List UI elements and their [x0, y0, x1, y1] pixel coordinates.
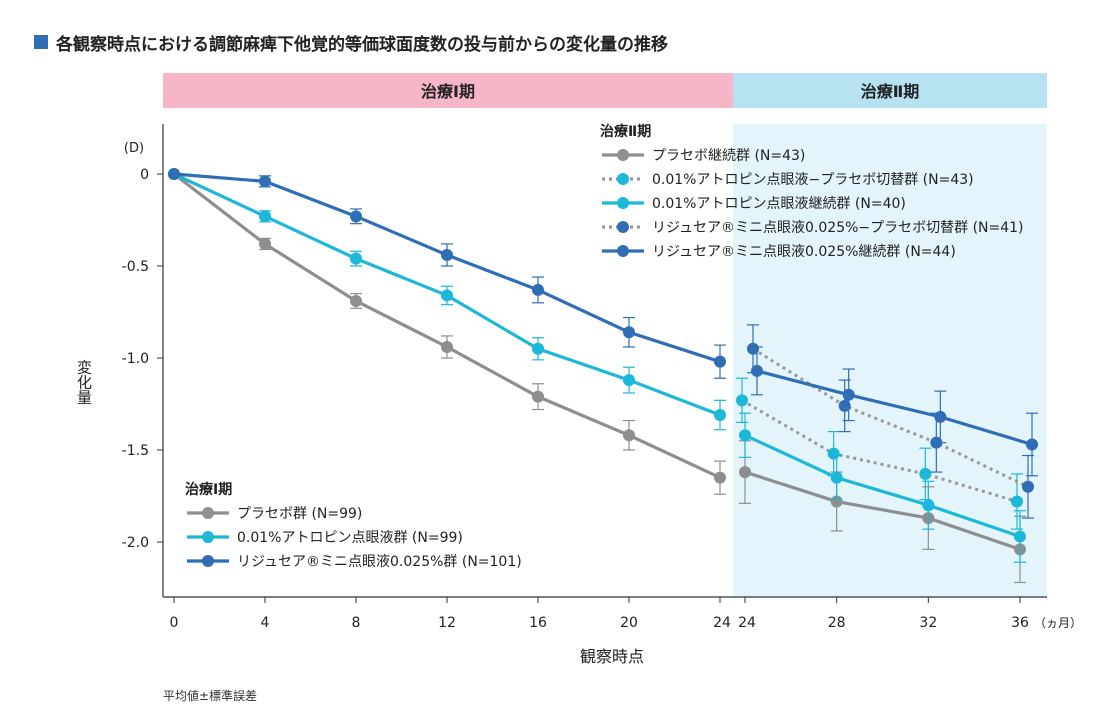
y-tick-label: -1.5 [122, 443, 149, 459]
data-point [532, 342, 544, 355]
phase2-header-band [733, 73, 1047, 108]
data-point [934, 410, 947, 423]
phase1-header-band [163, 73, 733, 108]
x-tick-label: 0 [170, 615, 179, 631]
data-point [532, 390, 544, 403]
data-point [714, 355, 726, 368]
data-point [350, 294, 362, 307]
x-tick-label: 4 [261, 615, 270, 631]
data-point [739, 466, 751, 479]
y-tick-label: -2.0 [122, 535, 149, 551]
phase1-legend-label: 0.01%アトロピン点眼液群 (N=99) [237, 530, 463, 546]
phase2-legend-marker [617, 173, 629, 185]
data-point [350, 252, 362, 265]
phase1-0-series-line [173, 172, 721, 480]
data-point [623, 429, 635, 442]
data-point [259, 175, 271, 188]
phase2-legend-label: リジュセア®ミニ点眼液0.025%−プラセボ切替群 (N=41) [652, 220, 1024, 236]
phase2-1-series-line [741, 399, 1018, 503]
phase2-legend-marker [617, 149, 629, 161]
phase2-4-series-line [756, 369, 1033, 447]
phase2-4-series [751, 346, 1038, 477]
x-tick-label: 32 [919, 615, 937, 631]
data-point [714, 409, 726, 422]
phase2-background [733, 124, 1047, 597]
phase2-legend-label: 0.01%アトロピン点眼液−プラセボ切替群 (N=43) [652, 172, 974, 188]
phase2-2-series [739, 412, 1026, 563]
x-unit-label: （ヵ月） [1034, 616, 1082, 630]
x-tick-label: 16 [529, 615, 547, 631]
y-axis-label: 変化量 [75, 360, 93, 405]
data-point [168, 168, 180, 180]
data-point [441, 340, 453, 353]
phase1-legend-marker [202, 507, 214, 519]
x-axis-label: 観察時点 [580, 647, 644, 666]
x-tick-label: 8 [352, 615, 361, 631]
data-point [830, 495, 843, 508]
data-point [919, 467, 932, 480]
phase1-2-series [168, 168, 726, 379]
data-point [838, 399, 851, 412]
data-point [1011, 495, 1023, 508]
data-point [922, 499, 935, 512]
data-point [441, 289, 453, 302]
data-point [350, 210, 362, 223]
phase2-legend-marker [617, 245, 629, 257]
y-tick-label: -1.0 [122, 351, 149, 367]
data-point [623, 326, 635, 339]
chart-title: 各観察時点における調節麻痺下他覚的等価球面度数の投与前からの変化量の推移 [56, 34, 668, 55]
data-point [1022, 480, 1034, 493]
x-tick-label: 12 [438, 615, 456, 631]
phase2-header-label: 治療Ⅱ期 [861, 82, 920, 101]
data-point [736, 394, 748, 407]
data-point [830, 471, 843, 484]
phase2-legend-title: 治療Ⅱ期 [600, 123, 651, 140]
phase2-2-series-line [744, 433, 1021, 538]
phase2-legend-label: 0.01%アトロピン点眼液継続群 (N=40) [652, 195, 906, 212]
x-tick-label: 20 [620, 615, 638, 631]
phase1-1-series [168, 168, 726, 431]
data-point [751, 364, 763, 377]
phase2-0-series-line [744, 470, 1021, 551]
phase2-legend-label: プラセボ継続群 (N=43) [652, 147, 805, 164]
y-tick-label: 0 [140, 167, 149, 183]
data-point [623, 374, 635, 387]
data-point [747, 342, 759, 355]
data-point [714, 471, 726, 484]
phase1-legend-title: 治療Ⅰ期 [185, 481, 232, 498]
data-point [739, 429, 751, 442]
data-point [259, 210, 271, 223]
data-point [259, 237, 271, 250]
phase1-0-series [168, 168, 726, 495]
data-point [532, 283, 544, 296]
y-unit-label: (D) [124, 141, 144, 156]
phase2-legend-marker [617, 221, 629, 233]
title-square-icon [34, 35, 48, 49]
x-tick-label: 36 [1011, 615, 1029, 631]
phase2-legend-marker [617, 197, 629, 209]
y-tick-label: -0.5 [122, 259, 149, 275]
phase1-legend-label: プラセボ群 (N=99) [237, 506, 362, 522]
phase1-header-label: 治療Ⅰ期 [421, 82, 475, 101]
data-point [827, 447, 840, 460]
chart-title-row: 各観察時点における調節麻痺下他覚的等価球面度数の投与前からの変化量の推移 [34, 30, 668, 55]
data-point [1014, 530, 1026, 543]
phase1-legend-marker [202, 531, 214, 543]
phase1-legend-marker [202, 555, 214, 567]
x-tick-label: 24 [713, 615, 731, 631]
x-tick-label: 24 [738, 615, 756, 631]
x-tick-label: 28 [828, 615, 846, 631]
phase2-legend-label: リジュセア®ミニ点眼液0.025%継続群 (N=44) [652, 243, 956, 260]
data-point [842, 388, 855, 401]
footnote: 平均値±標準誤差 [163, 689, 258, 703]
data-point [441, 248, 453, 261]
data-point [1026, 438, 1038, 451]
phase1-legend-label: リジュセア®ミニ点眼液0.025%群 (N=101) [237, 554, 522, 570]
